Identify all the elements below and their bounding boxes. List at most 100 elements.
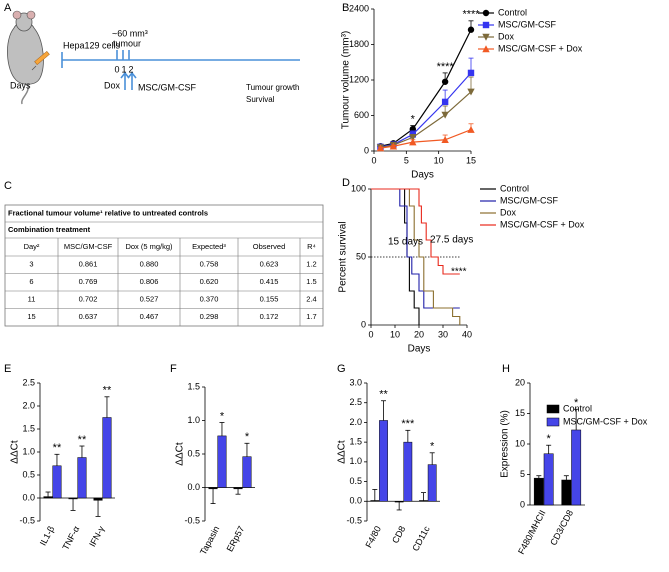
bar [379,420,388,502]
panel-label: E [4,363,11,375]
legend-swatch [546,404,560,414]
survival-curve [371,188,461,325]
y-tick-label: 0 [361,319,366,329]
syringe [34,50,50,66]
bar [93,497,103,501]
y-axis-label: Tumour volume (mm³) [341,31,352,130]
y-tick-label: 0.0 [22,492,35,502]
legend-swatch [546,417,560,427]
y-axis-label: ΔΔCt [337,440,348,464]
legend-label: MSC/GM-CSF + Dox [563,416,648,426]
y-tick-label: 1.5 [349,437,362,447]
bar [52,465,62,499]
table-cell: 0.702 [79,295,98,304]
table-cell: 0.620 [200,277,219,286]
table-cell: 0.623 [260,260,279,269]
y-tick-label: 2400 [349,3,369,13]
marker [409,134,417,142]
significance: * [574,397,579,409]
marker [441,136,449,143]
significance: **** [462,9,480,21]
y-tick-label: 100 [351,183,366,193]
bar [427,464,437,502]
table-header: Observed [253,242,286,251]
mouse-tail [21,83,29,105]
y-tick-label: 0 [520,499,525,509]
x-tick-label: F480/MHCII [516,508,548,556]
panel-label: C [4,180,12,192]
significance: ** [103,385,112,397]
bar [419,500,428,502]
series-line [380,91,472,149]
y-tick-label: 1800 [349,39,369,49]
table-cell: 0.806 [140,277,159,286]
table-cell: 0.637 [79,312,98,321]
bar [394,501,404,503]
legend-label: Control [498,7,527,17]
table-cell: 0.467 [140,312,159,321]
table-cell: 1.5 [306,277,316,286]
y-tick-label: 0.5 [187,448,200,458]
bar [370,500,380,502]
significance: * [220,410,225,422]
legend-marker [482,21,490,29]
x-tick-label: 10 [434,155,444,165]
bar [43,496,53,499]
y-tick-label: -0.5 [346,515,362,525]
table-cell: 0.861 [79,260,98,269]
table-cell: 11 [28,295,36,304]
marker [467,69,475,77]
panel-label: F [170,363,177,375]
marker [409,138,417,146]
annotation: 15 days [388,237,423,248]
table-cell: 2.4 [306,295,316,304]
schematic-text: ~60 mm³ [112,28,148,38]
x-tick-label: Tapasin [198,524,221,556]
y-tick-label: 2.5 [349,397,362,407]
y-tick-label: 1.0 [349,456,362,466]
table-cell: 1.7 [306,312,316,321]
schematic-text: 1 [121,64,126,74]
y-tick-label: 2.0 [349,417,362,427]
x-tick-label: 0 [371,155,376,165]
y-tick-label: 3.0 [349,377,362,387]
y-tick-label: -0.5 [184,515,200,525]
bar [217,435,227,488]
schematic-text: 2 [128,64,133,74]
y-tick-label: 5 [520,469,525,479]
significance: * [547,433,552,445]
table-border [4,204,324,327]
table-cell: 0.880 [140,260,159,269]
schematic-text: Survival [246,95,275,104]
x-tick-label: 15 [466,155,476,165]
marker [467,26,475,33]
y-tick-label: 0.0 [187,482,200,492]
significance: *** [401,418,415,430]
panel-label: A [4,2,12,14]
table-header: Expected³ [192,242,226,251]
table-cell: 0.758 [200,260,219,269]
marker [376,144,385,152]
x-axis-label: Days [411,170,434,181]
bar [533,477,544,506]
x-tick-label: 5 [404,155,409,165]
legend-label: Control [563,403,592,413]
table-header: R⁴ [307,242,316,251]
x-tick-label: CD11c [410,524,432,553]
legend-label: Control [500,183,529,193]
y-axis-label: Expression (%) [500,410,511,478]
y-tick-label: 1.0 [22,446,35,456]
y-tick-label: 2.5 [22,377,35,387]
bar [403,441,413,502]
panel-label: D [342,177,350,189]
bar [208,487,218,490]
x-tick-label: F4/80 [363,524,383,549]
schematic-text: Days [10,80,31,90]
legend-label: Dox [498,31,515,41]
y-tick-label: 20 [515,377,525,387]
table-cell: 3 [29,260,33,269]
mouse-ear [12,10,22,20]
mouse-illustration [7,10,50,105]
